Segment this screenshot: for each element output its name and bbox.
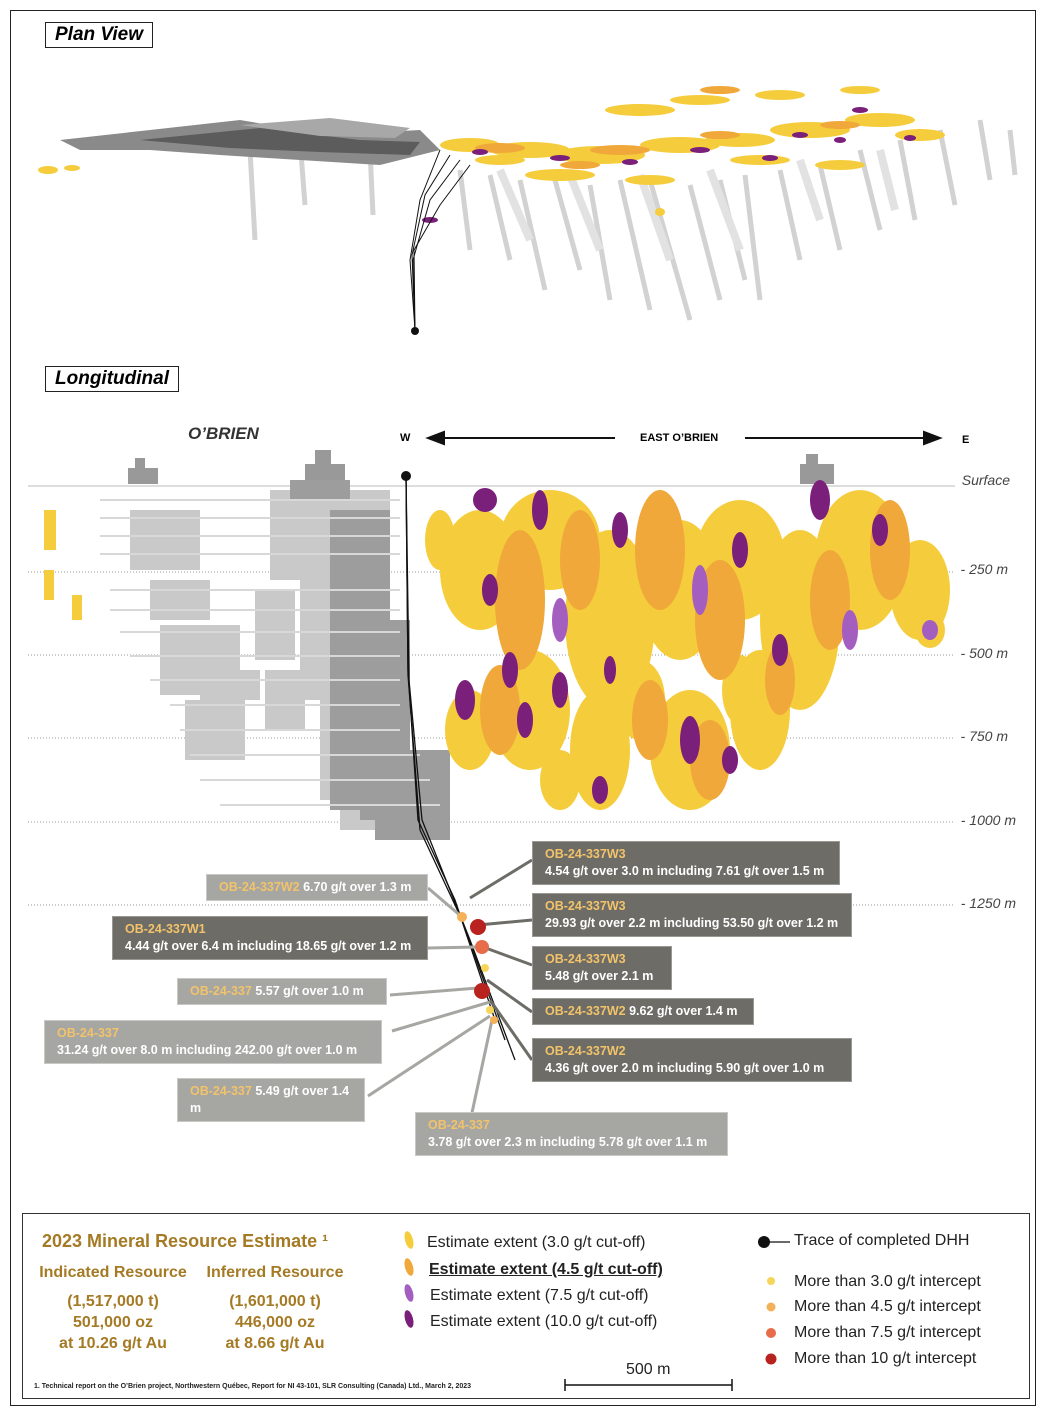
west-label: W [400,432,411,444]
inferred-heading: Inferred Resource [206,1264,344,1281]
intercept-swatches [758,1236,790,1365]
callout-hole: OB-24-337W1 [125,922,206,936]
depth-label: - 1000 m [960,812,1016,828]
callout-hole: OB-24-337W2 [545,1044,626,1058]
legend-intercept-10: More than 10 g/t intercept [794,1350,977,1367]
inferred-resource: Inferred Resource (1,601,000 t) 446,000 … [198,1262,352,1354]
callout-hole: OB-24-337 [190,1084,252,1098]
callout-text: 5.49 g/t over 1.4 m [190,1084,350,1115]
resource-title: 2023 Mineral Resource Estimate ¹ [42,1231,329,1251]
indicated-resource: Indicated Resource (1,517,000 t) 501,000… [30,1262,196,1354]
intercept-callout: OB-24-337W3 29.93 g/t over 2.2 m includi… [532,893,852,937]
surface-label: Surface [961,472,1010,488]
indicated-tonnes: (1,517,000 t) [67,1293,159,1310]
longitudinal-graphic [28,430,955,1123]
callout-text: 5.57 g/t over 1.0 m [255,984,364,998]
intercept-callout: OB-24-337W2 4.36 g/t over 2.0 m includin… [532,1038,852,1082]
east-obrien-label: EAST O’BRIEN [640,432,719,444]
obrien-label: O’BRIEN [188,424,259,443]
legend-extent-7-5: Estimate extent (7.5 g/t cut-off) [430,1287,649,1304]
inferred-tonnes: (1,601,000 t) [229,1293,321,1310]
depth-label: - 250 m [960,561,1008,577]
intercept-callout: OB-24-337W1 4.44 g/t over 6.4 m includin… [112,916,428,960]
callout-hole: OB-24-337 [428,1118,490,1132]
footnote: 1. Technical report on the O’Brien proje… [34,1383,472,1390]
callout-text: 31.24 g/t over 8.0 m including 242.00 g/… [57,1043,358,1057]
extent-swatches [404,1231,414,1328]
intercept-callout: OB-24-337 5.57 g/t over 1.0 m [177,978,387,1005]
depth-label: - 750 m [960,728,1008,744]
scale-label: 500 m [626,1361,671,1378]
legend-extent-10: Estimate extent (10.0 g/t cut-off) [430,1313,658,1330]
legend-box [22,1213,1030,1399]
east-label: E [962,434,970,446]
longitudinal-tag: Longitudinal [45,366,179,392]
intercept-callout: OB-24-337 5.49 g/t over 1.4 m [177,1078,365,1122]
intercept-callout: OB-24-337W2 6.70 g/t over 1.3 m [206,874,428,901]
depth-label: - 1250 m [960,895,1016,911]
callout-hole: OB-24-337 [190,984,252,998]
callout-text: 4.44 g/t over 6.4 m including 18.65 g/t … [125,939,412,953]
callout-text: 5.48 g/t over 2.1 m [545,969,654,983]
callout-hole: OB-24-337W2 [545,1004,626,1018]
callout-text: 6.70 g/t over 1.3 m [303,880,412,894]
callout-hole: OB-24-337W3 [545,847,626,861]
callout-text: 29.93 g/t over 2.2 m including 53.50 g/t… [545,916,839,930]
plan-view-graphic [38,86,1018,335]
intercept-callout: OB-24-337 31.24 g/t over 8.0 m including… [44,1020,382,1064]
inferred-ounces: 446,000 oz [234,1314,316,1331]
callout-hole: OB-24-337W3 [545,899,626,913]
legend-intercept-7-5: More than 7.5 g/t intercept [794,1324,981,1341]
indicated-ounces: 501,000 oz [72,1314,154,1331]
indicated-heading: Indicated Resource [39,1264,187,1281]
legend-extent-3: Estimate extent (3.0 g/t cut-off) [427,1234,646,1251]
scale-bar [564,1379,733,1391]
callout-hole: OB-24-337W2 [219,880,300,894]
intercept-callout: OB-24-337W3 4.54 g/t over 3.0 m includin… [532,841,840,885]
figure-frame [10,10,1036,1406]
legend-trace: Trace of completed DHH [794,1232,970,1249]
callout-hole: OB-24-337 [57,1026,119,1040]
callout-hole: OB-24-337W3 [545,952,626,966]
legend-extent-4-5: Estimate extent (4.5 g/t cut-off) [429,1261,663,1278]
intercept-callout: OB-24-337W3 5.48 g/t over 2.1 m [532,946,672,990]
callout-text: 9.62 g/t over 1.4 m [629,1004,738,1018]
intercept-callout: OB-24-337 3.78 g/t over 2.3 m including … [415,1112,728,1156]
intercept-callout: OB-24-337W2 9.62 g/t over 1.4 m [532,998,754,1025]
callout-text: 4.36 g/t over 2.0 m including 5.90 g/t o… [545,1061,825,1075]
legend-intercept-4-5: More than 4.5 g/t intercept [794,1298,981,1315]
depth-label: - 500 m [960,645,1008,661]
plan-view-tag: Plan View [45,22,153,48]
inferred-grade: at 8.66 g/t Au [225,1335,325,1352]
legend-intercept-3: More than 3.0 g/t intercept [794,1273,981,1290]
indicated-grade: at 10.26 g/t Au [59,1335,167,1352]
callout-text: 4.54 g/t over 3.0 m including 7.61 g/t o… [545,864,825,878]
callout-text: 3.78 g/t over 2.3 m including 5.78 g/t o… [428,1135,708,1149]
